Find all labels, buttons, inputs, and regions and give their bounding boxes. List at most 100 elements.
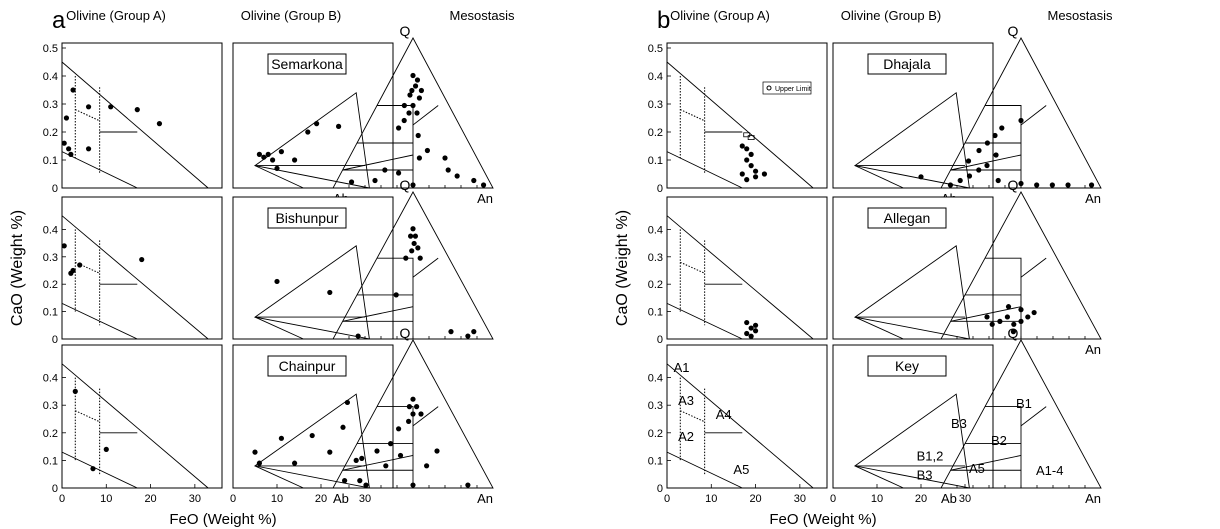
groupB-triangle [853, 393, 970, 489]
groupA-point [66, 146, 72, 152]
groupB-point [278, 149, 284, 155]
ternary-point [984, 314, 990, 320]
y-tick-label: 0 [52, 334, 58, 346]
ternary-point [965, 158, 972, 164]
ternary-field-line [985, 257, 1047, 279]
x-tick-label: 10 [100, 493, 112, 505]
y-tick-label: 0 [657, 183, 663, 195]
ternary-Ab-label: Ab [333, 491, 349, 506]
groupA-point [90, 466, 96, 472]
groupA-dash-mid [680, 410, 705, 423]
sample-label-box [267, 355, 347, 377]
groupA-point [748, 151, 754, 157]
groupA-point [85, 146, 92, 152]
groupA-lower-boundary [61, 151, 138, 189]
groupA-frame [61, 196, 223, 340]
ternary-point [406, 404, 412, 410]
ternary-point [999, 125, 1005, 131]
ternary-Ab-label: Ab [941, 491, 957, 506]
groupA-point [744, 146, 750, 152]
ternary-line-3 [950, 154, 1022, 171]
groupA-lower-boundary [666, 302, 743, 340]
column-header: Mesostasis [449, 8, 515, 23]
key-label: A5 [969, 461, 985, 476]
groupB-point [327, 289, 333, 296]
groupB-lower-line [254, 165, 304, 189]
groupB-triangle [853, 245, 970, 340]
x-tick-label: 10 [705, 493, 717, 505]
ternary-point [406, 110, 412, 116]
sample-label: Bishunpur [275, 210, 338, 226]
ternary-point [997, 318, 1003, 324]
y-tick-label: 0.4 [648, 71, 663, 83]
groupA-frame [61, 344, 223, 489]
ternary-Q-label: Q [400, 23, 411, 39]
groupB-point [265, 151, 271, 157]
key-label: B3 [951, 416, 967, 431]
y-tick-label: 0.5 [648, 43, 663, 55]
groupB-lower-line [854, 465, 904, 489]
x-tick-label: 20 [315, 493, 327, 505]
groupB-point [292, 460, 298, 466]
groupA-point [744, 330, 750, 337]
legend-marker [766, 85, 772, 91]
ternary-point [416, 95, 422, 101]
key-label: A1-4 [1036, 463, 1063, 478]
y-tick-label: 0.1 [43, 455, 58, 467]
sample-label: Allegan [884, 210, 931, 226]
y-tick-label: 0 [52, 183, 58, 195]
ternary-An-label: An [477, 191, 493, 206]
groupA-point [139, 256, 145, 263]
y-tick-label: 0.1 [43, 155, 58, 167]
groupA-point [68, 151, 74, 157]
ternary-point [410, 411, 416, 417]
sample-label: Semarkona [271, 56, 343, 72]
groupA-dash-mid [680, 109, 705, 122]
ternary-point [410, 396, 416, 402]
ternary-point [442, 155, 448, 161]
ternary-point [406, 418, 412, 424]
y-tick-label: 0 [52, 483, 58, 495]
ternary-point [348, 179, 355, 185]
groupB-point [270, 157, 276, 163]
groupA-point [85, 104, 92, 110]
ternary-point [416, 155, 422, 161]
groupA-frame [666, 344, 828, 489]
upper-limit-point [743, 132, 751, 138]
groupA-point [761, 171, 768, 177]
x-tick-label: 20 [749, 493, 761, 505]
key-label: A4 [716, 407, 732, 422]
ternary-point [401, 102, 407, 109]
ternary-point [471, 329, 477, 335]
x-tick-label: 30 [189, 493, 201, 505]
ternary-point [424, 147, 430, 154]
y-tick-label: 0.4 [43, 71, 58, 83]
groupA-point [744, 177, 750, 183]
ternary-point [410, 482, 416, 488]
ternary-point [393, 292, 399, 298]
groupB-point [336, 123, 342, 129]
ternary-point [995, 177, 1001, 184]
ternary-point [1031, 309, 1037, 316]
x-axis-title: FeO (Weight %) [169, 511, 276, 528]
ternary-point [417, 255, 423, 261]
ternary-point [1010, 329, 1017, 335]
groupB-lower-line [254, 316, 304, 340]
groupA-point [63, 115, 70, 121]
ternary-point [357, 478, 363, 484]
x-tick-label: 30 [794, 493, 806, 505]
groupA-point [752, 322, 759, 328]
column-header: Mesostasis [1047, 8, 1113, 23]
key-label: A3 [678, 393, 694, 408]
sample-label: Chainpur [279, 358, 336, 374]
groupA-upper-boundary [666, 215, 814, 340]
ternary-point [414, 404, 420, 410]
ternary-point [342, 478, 348, 484]
groupA-point [72, 388, 78, 394]
groupA-point [744, 319, 750, 326]
ternary-point [388, 441, 394, 447]
ternary-Q-label: Q [1008, 23, 1019, 39]
y-tick-label: 0 [657, 334, 663, 346]
groupA-point [752, 168, 759, 174]
ternary-An-label: An [1085, 191, 1101, 206]
